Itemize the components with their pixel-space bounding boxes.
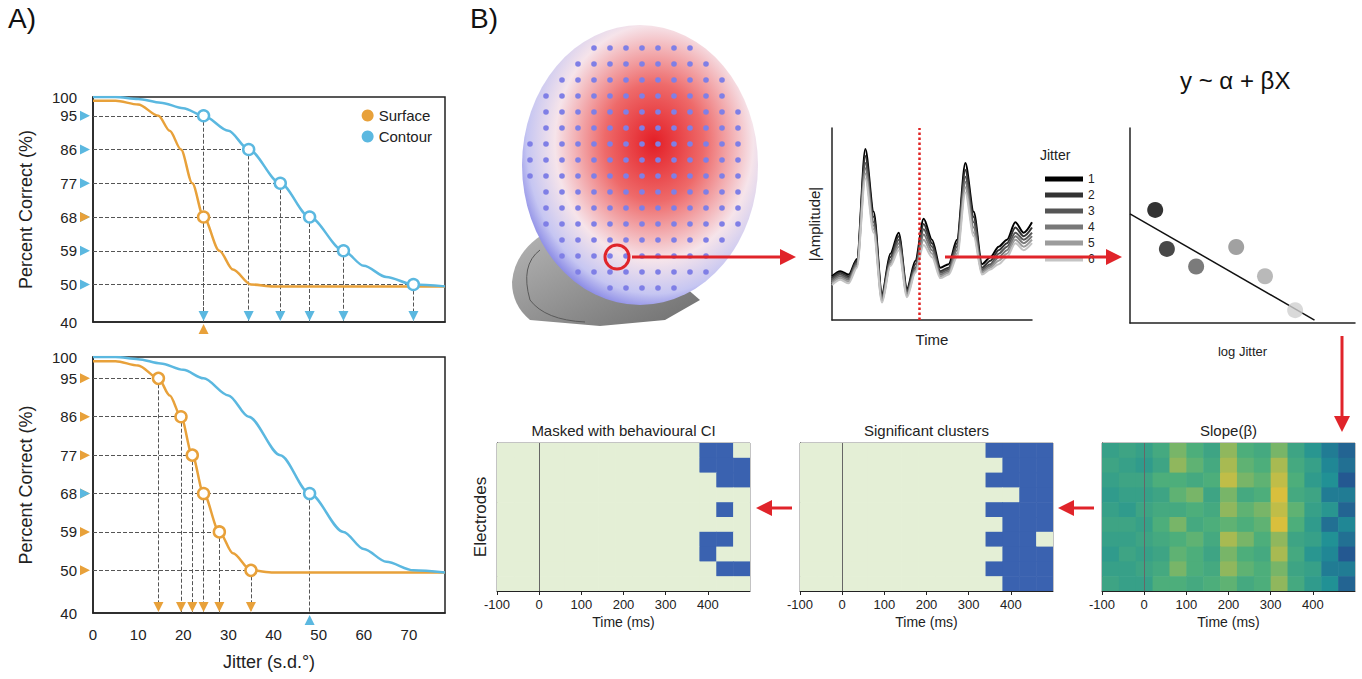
svg-text:68: 68 <box>60 209 77 226</box>
svg-text:20: 20 <box>175 626 192 643</box>
svg-text:200: 200 <box>613 597 635 612</box>
svg-text:68: 68 <box>60 485 77 502</box>
svg-text:Time (ms): Time (ms) <box>895 614 957 630</box>
svg-text:-100: -100 <box>787 597 813 612</box>
svg-text:4: 4 <box>1088 220 1095 234</box>
svg-text:300: 300 <box>1260 597 1282 612</box>
svg-text:70: 70 <box>401 626 418 643</box>
svg-text:40: 40 <box>60 605 77 622</box>
svg-text:3: 3 <box>1088 204 1095 218</box>
svg-text:Time: Time <box>916 331 949 348</box>
svg-text:Jitter (s.d.°): Jitter (s.d.°) <box>223 652 315 672</box>
svg-text:30: 30 <box>220 626 237 643</box>
svg-text:86: 86 <box>60 408 77 425</box>
svg-text:95: 95 <box>60 370 77 387</box>
svg-text:Percent Correct (%): Percent Correct (%) <box>16 130 36 289</box>
svg-text:300: 300 <box>655 597 677 612</box>
svg-text:1: 1 <box>1088 172 1095 186</box>
svg-text:95: 95 <box>60 107 77 124</box>
svg-text:Time (ms): Time (ms) <box>592 614 654 630</box>
svg-text:100: 100 <box>52 349 77 366</box>
svg-text:400: 400 <box>697 597 719 612</box>
svg-text:50: 50 <box>310 626 327 643</box>
svg-text:200: 200 <box>1218 597 1240 612</box>
svg-text:0: 0 <box>89 626 97 643</box>
svg-text:Surface: Surface <box>379 107 431 124</box>
svg-text:400: 400 <box>1000 597 1022 612</box>
svg-text:50: 50 <box>60 562 77 579</box>
svg-text:77: 77 <box>60 447 77 464</box>
svg-text:0: 0 <box>839 597 846 612</box>
svg-text:300: 300 <box>958 597 980 612</box>
svg-text:200: 200 <box>916 597 938 612</box>
svg-text:2: 2 <box>1088 188 1095 202</box>
svg-text:100: 100 <box>873 597 895 612</box>
svg-text:40: 40 <box>60 314 77 331</box>
svg-text:Jitter: Jitter <box>1040 147 1071 163</box>
svg-text:59: 59 <box>60 523 77 540</box>
svg-text:60: 60 <box>355 626 372 643</box>
svg-text:0: 0 <box>1141 597 1148 612</box>
svg-text:-100: -100 <box>484 597 510 612</box>
svg-text:10: 10 <box>130 626 147 643</box>
svg-text:100: 100 <box>1175 597 1197 612</box>
svg-text:40: 40 <box>265 626 282 643</box>
svg-text:6: 6 <box>1088 252 1095 266</box>
svg-text:Slope(β): Slope(β) <box>1200 422 1257 439</box>
svg-text:0: 0 <box>536 597 543 612</box>
svg-text:Time (ms): Time (ms) <box>1197 614 1259 630</box>
svg-text:A): A) <box>8 3 36 34</box>
svg-text:Electrodes: Electrodes <box>471 477 490 557</box>
svg-text:Masked with behavioural CI: Masked with behavioural CI <box>531 422 715 439</box>
svg-text:400: 400 <box>1302 597 1324 612</box>
svg-text:Contour: Contour <box>379 128 432 145</box>
svg-text:59: 59 <box>60 242 77 259</box>
svg-text:B): B) <box>470 3 498 34</box>
svg-text:log Jitter: log Jitter <box>1218 344 1268 359</box>
svg-text:50: 50 <box>60 276 77 293</box>
svg-text:77: 77 <box>60 175 77 192</box>
svg-text:y ~ α + βX: y ~ α + βX <box>1180 67 1290 94</box>
svg-text:100: 100 <box>52 89 77 106</box>
svg-text:100: 100 <box>570 597 592 612</box>
svg-text:Significant clusters: Significant clusters <box>864 422 989 439</box>
svg-text:Percent Correct (%): Percent Correct (%) <box>16 405 36 564</box>
svg-text:|Amplitude|: |Amplitude| <box>806 187 823 262</box>
svg-text:86: 86 <box>60 141 77 158</box>
svg-text:-100: -100 <box>1089 597 1115 612</box>
svg-text:5: 5 <box>1088 236 1095 250</box>
